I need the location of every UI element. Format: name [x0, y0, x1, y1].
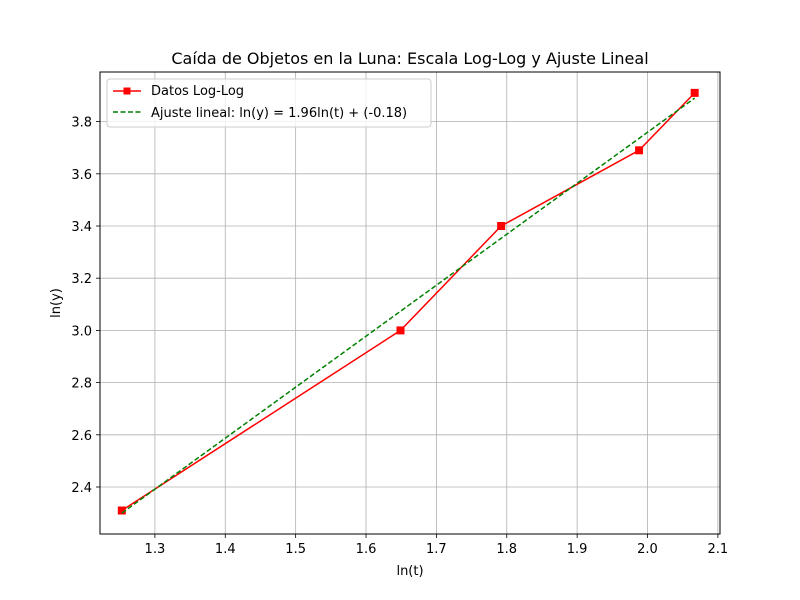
x-axis-ticks: 1.3 1.4 1.5 1.6 1.7 1.8 1.9 2.0 2.1 [145, 534, 729, 557]
chart-title: Caída de Objetos en la Luna: Escala Log-… [171, 49, 648, 68]
legend: Datos Log-Log Ajuste lineal: ln(y) = 1.9… [106, 78, 432, 128]
x-tick-label: 1.8 [496, 542, 517, 557]
data-point-marker [497, 222, 506, 230]
x-tick-label: 1.4 [215, 542, 236, 557]
x-tick-label: 1.5 [285, 542, 306, 557]
y-tick-label: 3.0 [71, 324, 92, 339]
x-tick-label: 1.9 [567, 542, 588, 557]
legend-box [106, 78, 432, 128]
grid-lines [100, 72, 720, 534]
x-tick-label: 1.6 [356, 542, 377, 557]
x-tick-label: 1.7 [426, 542, 447, 557]
plot-area-frame [99, 71, 721, 535]
y-tick-label: 2.4 [71, 481, 92, 496]
y-tick-label: 3.8 [71, 116, 92, 131]
data-point-marker [396, 326, 405, 335]
y-tick-label: 2.8 [71, 377, 92, 392]
data-series [117, 88, 699, 515]
legend-label-datos: Datos Log-Log [151, 84, 244, 99]
data-point-marker [117, 506, 126, 515]
y-tick-label: 3.4 [71, 220, 92, 235]
series-line-ajuste [121, 97, 696, 514]
legend-marker-datos [123, 87, 131, 95]
y-axis-label: ln(y) [49, 288, 64, 318]
y-axis-ticks: 2.4 2.6 2.8 3.0 3.2 3.4 3.6 3.8 [71, 116, 100, 496]
x-tick-label: 2.0 [637, 542, 658, 557]
x-tick-label: 2.1 [708, 542, 729, 557]
x-tick-label: 1.3 [145, 542, 166, 557]
data-point-marker [690, 88, 699, 97]
y-tick-label: 3.2 [71, 272, 92, 287]
y-tick-label: 3.6 [71, 168, 92, 183]
y-tick-label: 2.6 [71, 429, 92, 444]
data-point-marker [635, 146, 644, 155]
legend-label-ajuste: Ajuste lineal: ln(y) = 1.96ln(t) + (-0.1… [151, 106, 407, 121]
x-axis-label: ln(t) [396, 564, 423, 579]
